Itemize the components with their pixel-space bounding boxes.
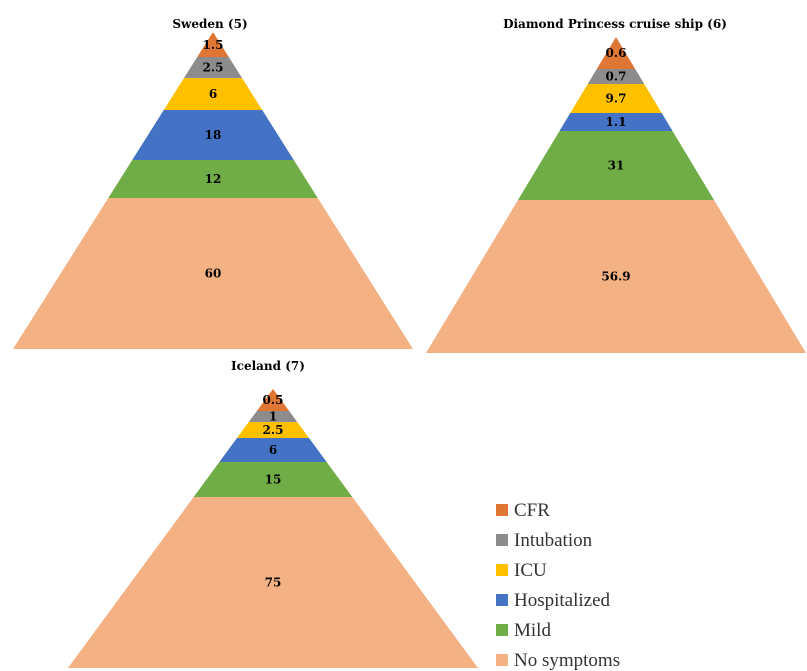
segment-label-hospitalized: 18	[205, 128, 222, 142]
segment-label-intubation: 1	[269, 410, 277, 424]
segment-intubation	[183, 57, 243, 78]
segment-label-no-symptoms: 75	[265, 576, 282, 590]
segment-label-hospitalized: 1.1	[606, 115, 627, 129]
legend-label-no-symptoms: No symptoms	[514, 650, 620, 671]
legend-label-intubation: Intubation	[514, 530, 593, 551]
legend-swatch-hospitalized	[496, 594, 508, 606]
segment-label-mild: 31	[608, 159, 625, 173]
segment-icu	[570, 84, 662, 113]
segment-label-intubation: 2.5	[203, 61, 224, 75]
segment-cfr	[197, 33, 229, 57]
legend-label-cfr: CFR	[514, 500, 550, 521]
segment-label-cfr: 0.5	[263, 393, 284, 407]
pyramid-iceland: Iceland (7) 0.5 12.5 6 15 75	[68, 359, 478, 668]
segment-icu	[163, 78, 263, 110]
segment-mild	[517, 131, 715, 200]
segment-label-cfr: 1.5	[203, 38, 224, 52]
segment-hospitalized	[219, 438, 327, 462]
segment-label-mild: 12	[205, 172, 222, 186]
segment-label-icu: 2.5	[263, 423, 284, 437]
segment-intubation	[587, 69, 645, 84]
segment-label-icu: 6	[209, 87, 217, 101]
pyramid-diamond-princess: Diamond Princess cruise ship (6) 0.6 0.7 9…	[426, 17, 806, 353]
segment-label-icu: 9.7	[606, 92, 627, 106]
segment-icu	[236, 422, 310, 438]
legend-swatch-icu	[496, 564, 508, 576]
segment-label-cfr: 0.6	[606, 46, 627, 60]
segment-label-intubation: 0.7	[606, 70, 627, 84]
segment-no-symptoms	[68, 497, 478, 668]
legend: CFR Intubation ICU Hospitalized Mild No …	[496, 500, 620, 671]
segment-label-mild: 15	[265, 473, 282, 487]
legend-label-hospitalized: Hospitalized	[514, 590, 611, 611]
segment-label-no-symptoms: 60	[205, 267, 222, 281]
segment-no-symptoms	[426, 200, 806, 353]
segment-intubation	[248, 411, 298, 422]
legend-swatch-intubation	[496, 534, 508, 546]
legend-swatch-no-symptoms	[496, 654, 508, 666]
legend-swatch-mild	[496, 624, 508, 636]
chart-title-sweden: Sweden (5)	[172, 17, 247, 31]
segment-hospitalized	[559, 113, 673, 131]
chart-title-diamond-princess: Diamond Princess cruise ship (6)	[503, 17, 727, 31]
segment-label-hospitalized: 6	[269, 443, 277, 457]
segment-cfr	[596, 37, 636, 69]
segment-label-no-symptoms: 56.9	[601, 270, 630, 284]
legend-label-mild: Mild	[514, 620, 551, 641]
segment-no-symptoms	[13, 198, 413, 349]
legend-label-icu: ICU	[514, 560, 547, 581]
segment-mild	[193, 462, 353, 497]
chart-title-iceland: Iceland (7)	[231, 359, 305, 373]
pyramid-sweden: Sweden (5) 1.5 2.5 6 18 12 60	[13, 17, 413, 349]
legend-swatch-cfr	[496, 504, 508, 516]
segment-hospitalized	[132, 110, 294, 160]
segment-mild	[108, 160, 318, 198]
segment-cfr	[256, 389, 290, 411]
